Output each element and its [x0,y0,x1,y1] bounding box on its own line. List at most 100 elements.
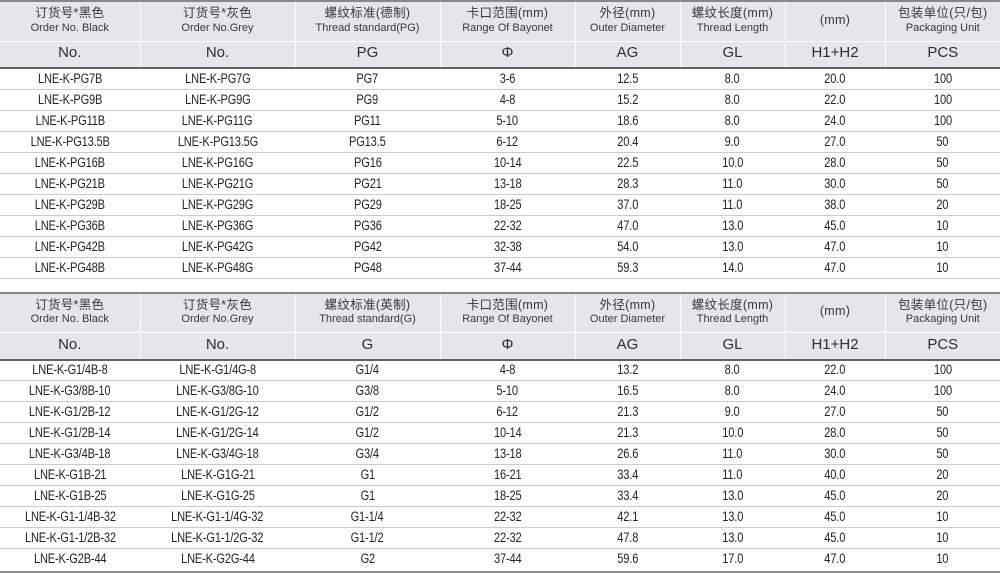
cell-value: 45.0 [824,530,846,545]
cell-value: LNE-K-PG36B [34,217,106,233]
cell-order-no-grey: LNE-K-G1-1/2G-32 [140,527,295,549]
column-label-zh: 螺纹长度(mm) [691,297,774,312]
cell-value: LNE-K-PG42G [181,238,254,254]
cell-value: 10 [936,259,949,275]
cell-outer-diameter: 54.0 [575,235,680,257]
table-row: LNE-K-G2B-44 LNE-K-G2G-44 G2 37-44 59.6 17.0 4… [0,548,1000,570]
column-symbol-bayonet-range: Φ [439,332,575,361]
cell-value: LNE-K-PG16G [181,154,254,170]
cell-value: 28.0 [824,425,846,440]
cell-value: G1 [360,467,375,482]
table-row: LNE-K-G1-1/2B-32 LNE-K-G1-1/2G-32 G1-1/2 22… [0,527,1000,549]
column-symbol-thread-standard: PG [294,41,440,69]
cell-value: 27.0 [824,404,846,419]
cell-h1-plus-h2: 27.0 [785,130,885,152]
cell-value: 13.0 [722,217,743,233]
column-label-en: Range Of Bayonet [462,313,553,326]
cell-value: 59.3 [617,259,638,275]
cell-value: 3-6 [499,70,516,86]
cell-order-no-black: LNE-K-PG13.5B [0,130,140,152]
cell-value: 22.5 [617,154,638,170]
column-label-en: Outer Diameter [589,21,666,34]
cell-value: PG21 [353,175,382,191]
cell-order-no-black: LNE-K-G1-1/2B-32 [0,527,140,549]
cell-order-no-black: LNE-K-PG7B [0,68,140,89]
column-header-h1-plus-h2: (mm) [784,291,885,333]
cell-thread-standard: PG29 [295,193,440,215]
cell-bayonet-range: 13-18 [440,172,575,194]
cell-value: 5-10 [496,112,519,128]
cell-value: 20.0 [824,70,846,86]
column-label-en: Order No. Black [30,21,109,34]
cell-value: LNE-K-G1/2G-12 [176,404,259,419]
cell-packaging-unit: 100 [885,109,1000,131]
cell-order-no-grey: LNE-K-G1-1/4G-32 [140,506,295,528]
cell-value: LNE-K-PG16B [34,154,106,170]
cell-order-no-black: LNE-K-PG11B [0,109,140,131]
g-thread-table: 订货号*黑色 Order No. Black 订货号*灰色 Order No.Grey… [0,291,1000,570]
table-row: LNE-K-PG21B LNE-K-PG21G PG21 13-18 28.3 11.0 3… [0,172,1000,194]
cell-order-no-grey: LNE-K-G1G-25 [140,485,295,507]
cell-value: 100 [933,70,952,86]
table-row: LNE-K-PG48B LNE-K-PG48G PG48 37-44 59.3 14.0 4… [0,256,1000,278]
column-label-zh: 螺纹标准(德制) [324,6,411,21]
cell-order-no-grey: LNE-K-G1/4G-8 [140,360,295,381]
cell-value: LNE-K-PG13.5G [177,133,258,149]
column-symbol-order-no-black: No. [0,41,140,69]
cell-order-no-grey: LNE-K-PG9G [140,88,295,110]
cell-value: LNE-K-PG36G [181,217,254,233]
cell-order-no-black: LNE-K-PG16B [0,151,140,173]
cell-value: 45.0 [824,488,846,503]
cell-value: 30.0 [824,175,846,191]
cell-h1-plus-h2: 27.0 [785,401,885,423]
cell-value: 10 [936,530,949,545]
cell-value: 16-21 [493,467,522,482]
table-row: LNE-K-PG42B LNE-K-PG42G PG42 32-38 54.0 13.0 4… [0,235,1000,257]
cell-thread-length: 14.0 [680,256,785,278]
table-row: LNE-K-G1B-25 LNE-K-G1G-25 G1 18-25 33.4 13.0 4… [0,485,1000,507]
column-label-zh: 螺纹标准(英制) [324,297,411,312]
column-label-zh: 订货号*黑色 [35,297,105,312]
cell-bayonet-range: 5-10 [440,109,575,131]
cell-outer-diameter: 16.5 [575,380,680,402]
column-header-outer-diameter: 外径(mm) Outer Diameter [574,291,680,333]
cell-value: LNE-K-G1/2B-12 [29,404,111,419]
cell-outer-diameter: 18.6 [575,109,680,131]
cell-thread-standard: PG21 [295,172,440,194]
cell-value: LNE-K-G1-1/4G-32 [171,509,264,524]
cell-bayonet-range: 10-14 [440,422,575,444]
cell-value: 13.0 [722,488,743,503]
cell-value: PG9 [356,91,379,107]
cell-value: 100 [933,112,952,128]
cell-outer-diameter: 21.3 [575,401,680,423]
column-symbol-outer-diameter: AG [574,332,680,361]
cell-value: 22.0 [824,91,846,107]
cell-value: 13-18 [493,446,522,461]
cell-value: 24.0 [824,112,846,128]
table-row: LNE-K-G1/2B-12 LNE-K-G1/2G-12 G1/2 6-12 21.3… [0,401,1000,423]
column-label-zh: 卡口范围(mm) [466,6,549,21]
cell-h1-plus-h2: 47.0 [785,235,885,257]
cell-order-no-black: LNE-K-G3/8B-10 [0,380,140,402]
column-header-bayonet-range: 卡口范围(mm) Range Of Bayonet [439,0,575,42]
column-label-zh: 卡口范围(mm) [466,297,549,312]
cell-order-no-grey: LNE-K-PG36G [140,214,295,236]
cell-order-no-black: LNE-K-G1/2B-12 [0,401,140,423]
page-bottom-border [0,571,1000,573]
cell-thread-length: 9.0 [680,401,785,423]
column-label-en: Order No. Black [30,313,109,326]
cell-thread-length: 10.0 [680,151,785,173]
column-header-order-no-black: 订货号*黑色 Order No. Black [0,291,140,333]
cell-order-no-grey: LNE-K-PG11G [140,109,295,131]
cell-value: 22-32 [493,530,522,545]
cell-bayonet-range: 6-12 [440,130,575,152]
cell-h1-plus-h2: 45.0 [785,527,885,549]
column-symbol-h1-plus-h2: H1+H2 [784,41,885,69]
cell-value: 18-25 [493,196,522,212]
cell-value: 10 [936,238,949,254]
cell-order-no-black: LNE-K-PG9B [0,88,140,110]
cell-packaging-unit: 10 [885,256,1000,278]
cell-order-no-grey: LNE-K-PG13.5G [140,130,295,152]
column-label-en: Outer Diameter [589,313,666,326]
